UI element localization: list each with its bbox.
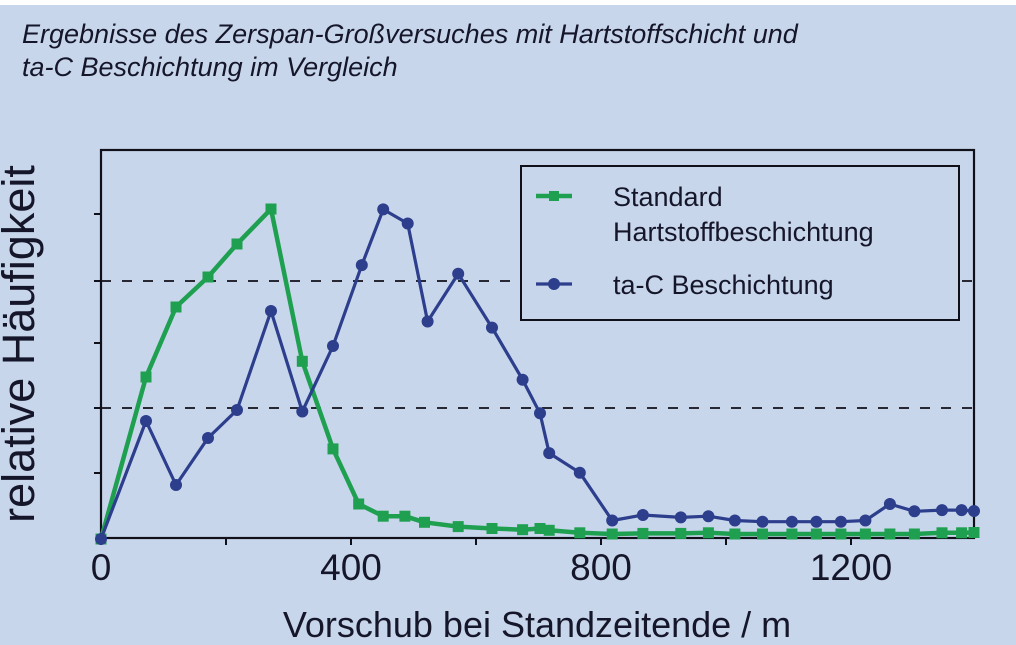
svg-text:0: 0: [91, 547, 112, 588]
svg-text:Standard: Standard: [613, 182, 723, 212]
svg-text:ta-C Beschichtung: ta-C Beschichtung: [613, 270, 834, 300]
svg-text:400: 400: [320, 547, 382, 588]
svg-text:800: 800: [570, 547, 632, 588]
svg-text:Hartstoffbeschichtung: Hartstoffbeschichtung: [613, 217, 874, 247]
svg-text:relative Häufigkeit: relative Häufigkeit: [0, 165, 44, 523]
svg-text:Vorschub bei Standzeitende / m: Vorschub bei Standzeitende / m: [283, 604, 791, 645]
svg-text:1200: 1200: [810, 547, 892, 588]
